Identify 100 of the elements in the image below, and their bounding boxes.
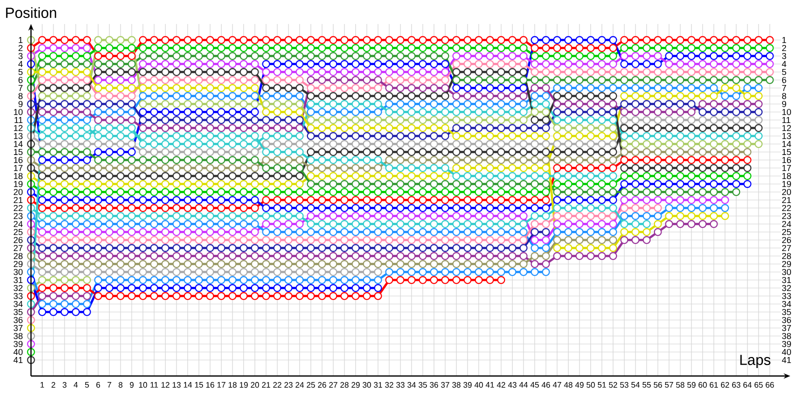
point xyxy=(284,212,292,220)
point xyxy=(194,236,203,244)
point xyxy=(441,236,450,244)
y2-tick-label: 18 xyxy=(782,172,791,180)
point xyxy=(284,148,292,156)
point xyxy=(362,244,371,252)
x-tick-label: 38 xyxy=(452,382,460,388)
y2-tick-label: 17 xyxy=(782,165,791,171)
point xyxy=(352,156,360,164)
point xyxy=(576,236,584,244)
point xyxy=(306,260,315,268)
point xyxy=(150,260,158,268)
point xyxy=(240,212,248,220)
point xyxy=(273,284,282,292)
point xyxy=(306,220,315,228)
y-tick-label: 21 xyxy=(14,196,23,204)
point xyxy=(385,236,394,244)
point xyxy=(340,292,348,300)
point xyxy=(352,260,360,268)
point xyxy=(520,268,528,276)
point xyxy=(184,276,192,284)
point xyxy=(284,268,292,276)
point xyxy=(72,268,80,276)
point xyxy=(609,236,618,244)
point xyxy=(385,244,394,252)
y-tick-label: 10 xyxy=(14,108,23,116)
y2-tick-label: 22 xyxy=(782,204,791,212)
point xyxy=(138,284,147,292)
y-tick-label: 22 xyxy=(14,204,23,212)
y2-tick-label: 27 xyxy=(782,244,791,252)
point xyxy=(228,260,236,268)
point xyxy=(329,276,338,284)
point xyxy=(172,268,181,276)
x-tick-label: 49 xyxy=(575,382,584,388)
point xyxy=(217,268,226,276)
y-tick-label: 2 xyxy=(18,44,23,52)
point xyxy=(464,172,472,180)
point xyxy=(38,212,46,220)
x-tick-label: 11 xyxy=(150,382,158,388)
point xyxy=(542,172,550,180)
point xyxy=(194,260,203,268)
x-tick-label: 66 xyxy=(766,382,774,388)
point xyxy=(250,132,259,140)
point xyxy=(340,276,348,284)
point xyxy=(138,268,147,276)
x-tick-label: 56 xyxy=(654,382,662,388)
y2-tick-label: 2 xyxy=(782,44,786,52)
x-tick-label: 52 xyxy=(608,382,618,388)
point xyxy=(194,292,203,300)
point xyxy=(105,212,114,220)
point xyxy=(184,260,192,268)
y-tick-label: 4 xyxy=(18,61,23,67)
point xyxy=(497,268,506,276)
point xyxy=(329,220,338,228)
point xyxy=(441,276,450,284)
point xyxy=(620,220,628,228)
y2-tick-label: 5 xyxy=(782,68,786,76)
point xyxy=(161,236,170,244)
point xyxy=(553,204,562,212)
point xyxy=(250,260,259,268)
point xyxy=(72,292,80,300)
point xyxy=(306,276,315,284)
point xyxy=(474,236,483,244)
point xyxy=(385,260,394,268)
point xyxy=(362,268,371,276)
y-tick-label: 20 xyxy=(14,188,23,196)
point xyxy=(49,124,58,132)
y-tick-label: 11 xyxy=(14,117,23,123)
point xyxy=(150,244,158,252)
point xyxy=(586,172,595,180)
y-tick-label: 36 xyxy=(14,316,23,324)
point xyxy=(352,292,360,300)
y2-tick-label: 37 xyxy=(782,324,791,332)
point xyxy=(362,260,371,268)
point xyxy=(318,156,326,164)
point xyxy=(128,268,136,276)
x-tick-label: 57 xyxy=(664,382,674,388)
point xyxy=(217,276,226,284)
point xyxy=(564,204,572,212)
point xyxy=(150,132,158,140)
y-tick-label: 3 xyxy=(18,52,23,60)
point xyxy=(486,220,494,228)
point xyxy=(385,268,394,276)
point xyxy=(128,276,136,284)
point xyxy=(184,212,192,220)
point xyxy=(194,244,203,252)
point xyxy=(452,172,460,180)
y-tick-label: 38 xyxy=(14,332,23,340)
point xyxy=(306,236,315,244)
point xyxy=(128,260,136,268)
point xyxy=(128,292,136,300)
y-tick-label: 39 xyxy=(14,340,23,348)
point xyxy=(296,268,304,276)
point xyxy=(474,276,483,284)
point xyxy=(138,276,147,284)
point xyxy=(38,308,46,316)
point xyxy=(318,268,326,276)
point xyxy=(72,276,80,284)
point xyxy=(273,292,282,300)
point xyxy=(418,244,427,252)
